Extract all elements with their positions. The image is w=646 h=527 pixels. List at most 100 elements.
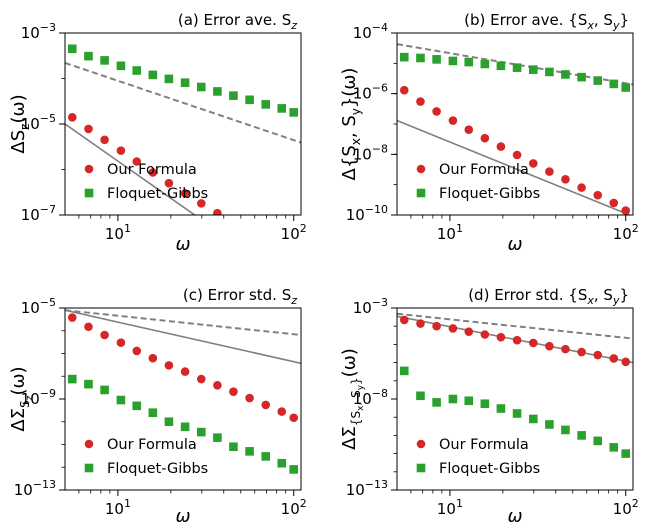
floquet-gibbs-point: [84, 379, 93, 389]
our-formula-point: [180, 367, 190, 376]
floquet-gibbs-point: [67, 374, 77, 384]
floquet-gibbs-point: [528, 414, 538, 424]
our-formula-point: [148, 353, 158, 363]
floquet-gibbs-point: [116, 395, 126, 405]
y-axis-label: ΔΣ{Sx, Sy}(ω): [339, 348, 366, 450]
x-tick-label: 102: [613, 222, 639, 243]
floquet-gibbs-point: [213, 87, 222, 96]
floquet-gibbs-point: [448, 56, 458, 66]
our-formula-point: [116, 146, 126, 155]
axes-frame: [396, 307, 634, 491]
legend-label-our-formula: Our Formula: [107, 162, 197, 178]
our-formula-point: [528, 159, 538, 168]
floquet-gibbs-point: [432, 398, 441, 407]
legend-label-our-formula: Our Formula: [439, 162, 529, 178]
our-formula-point: [545, 167, 554, 176]
plot-area: [65, 309, 301, 474]
y-tick-label: 10−4: [353, 21, 388, 42]
legend-marker-our-formula: [84, 164, 94, 174]
legend: Our Formula Floquet-Gibbs: [84, 437, 208, 477]
panel-c: 101 102 10−13 10−9 10−5 (c) Error std. Sz ω ΔΣS…: [8, 286, 307, 527]
our-formula-point: [277, 407, 287, 416]
floquet-gibbs-point: [289, 465, 299, 474]
floquet-gibbs-point: [480, 59, 490, 69]
x-axis-label: ω: [507, 234, 522, 255]
floquet-gibbs-point: [577, 72, 586, 82]
plot-area: [397, 312, 633, 458]
axes-frame: [396, 32, 634, 216]
floquet-gibbs-point: [561, 425, 570, 435]
floquet-gibbs-point: [496, 404, 506, 413]
floquet-gibbs-point: [277, 458, 287, 468]
y-tick-label: 10−3: [21, 21, 56, 42]
floquet-gibbs-point: [464, 396, 474, 406]
y-tick-label: 10−6: [353, 82, 388, 103]
our-formula-point: [261, 400, 271, 410]
our-formula-point: [561, 175, 570, 184]
floquet-gibbs-point: [399, 52, 409, 62]
dashed-reference-line: [397, 312, 633, 340]
panel-title: (c) Error std. Sz: [183, 286, 297, 307]
our-formula-point: [448, 324, 458, 333]
floquet-gibbs-point: [593, 436, 603, 446]
our-formula-point: [196, 374, 206, 384]
our-formula-point: [496, 142, 506, 151]
legend-label-our-formula: Our Formula: [439, 437, 529, 453]
x-tick-label: 101: [437, 222, 463, 243]
floquet-gibbs-point: [416, 53, 425, 63]
x-tick-label: 101: [105, 497, 131, 518]
floquet-gibbs-point: [180, 78, 190, 87]
our-formula-point: [164, 178, 174, 188]
floquet-gibbs-point: [609, 443, 619, 452]
y-axis-label: Δ{Sx, Sy}(ω): [339, 68, 363, 181]
y-tick-label: 10−13: [14, 478, 56, 499]
our-formula-point: [464, 327, 474, 336]
our-formula-point: [100, 330, 109, 340]
legend: Our Formula Floquet-Gibbs: [416, 162, 540, 202]
our-formula-point: [67, 313, 77, 322]
our-formula-point: [180, 188, 190, 198]
y-tick-label: 10−8: [353, 387, 388, 408]
floquet-gibbs-point: [512, 63, 522, 72]
floquet-gibbs-point: [196, 82, 206, 92]
floquet-gibbs-point: [245, 447, 254, 456]
floquet-gibbs-point: [289, 108, 299, 117]
floquet-gibbs-point: [229, 91, 238, 100]
y-axis-label: ΔSz(ω): [8, 94, 32, 153]
y-tick-label: 10−10: [346, 203, 388, 224]
our-formula-point: [277, 248, 286, 257]
floquet-gibbs-point: [180, 422, 190, 432]
solid-reference-line: [65, 309, 301, 365]
our-formula-point: [196, 199, 206, 208]
our-formula-point: [84, 322, 93, 332]
x-tick-label: 102: [281, 497, 307, 518]
our-formula-point: [464, 125, 474, 134]
legend-marker-floquet-gibbs: [84, 188, 94, 198]
legend: Our Formula Floquet-Gibbs: [416, 437, 540, 477]
y-tick-label: 10−7: [21, 203, 56, 224]
our-formula-point: [561, 344, 570, 354]
floquet-gibbs-point: [609, 79, 619, 89]
our-formula-point: [229, 219, 238, 228]
our-formula-point: [577, 183, 586, 192]
floquet-gibbs-point: [100, 385, 109, 395]
floquet-gibbs-point: [480, 399, 490, 409]
our-formula-point: [261, 239, 270, 248]
panel-a: 101 102 10−7 10−5 10−3 (a) Error ave. Sz ω ΔSz(…: [8, 11, 307, 257]
floquet-gibbs-point: [116, 61, 126, 71]
our-formula-point: [609, 354, 619, 363]
floquet-gibbs-point: [496, 61, 506, 71]
our-formula-point: [480, 330, 490, 339]
floquet-gibbs-point: [100, 56, 109, 65]
our-formula-point: [245, 393, 254, 403]
our-formula-point: [448, 116, 458, 125]
our-formula-point: [416, 319, 425, 328]
floquet-gibbs-point: [164, 417, 174, 427]
our-formula-point: [132, 157, 142, 166]
our-formula-point: [67, 113, 77, 122]
axes-frame: [64, 32, 302, 216]
legend-marker-our-formula: [416, 439, 426, 449]
floquet-gibbs-point: [132, 401, 142, 411]
panel-title: (d) Error std. {Sx, Sy}: [468, 286, 629, 307]
our-formula-point: [512, 150, 522, 160]
